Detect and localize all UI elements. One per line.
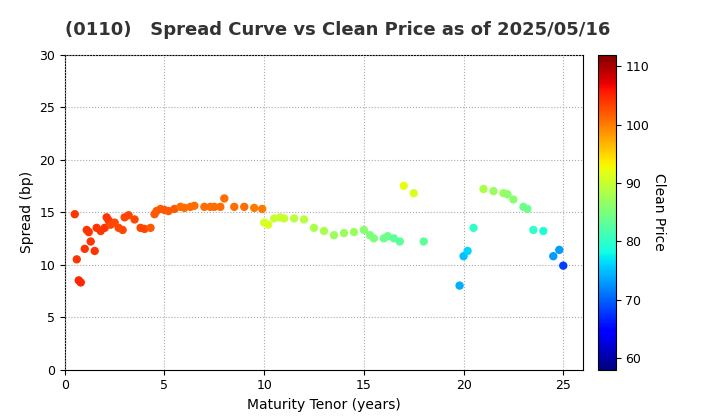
Point — [123, 212, 135, 218]
Point — [498, 190, 509, 197]
Point — [518, 203, 529, 210]
Point — [119, 214, 130, 221]
Point — [338, 230, 350, 236]
Point — [298, 216, 310, 223]
Point — [364, 232, 376, 239]
Point — [382, 233, 394, 239]
Point — [348, 228, 360, 235]
Point — [418, 238, 429, 245]
Point — [145, 224, 156, 231]
Point — [95, 228, 107, 234]
Point — [288, 215, 300, 222]
Point — [262, 221, 274, 228]
Point — [155, 205, 166, 212]
Point — [85, 238, 96, 245]
Point — [547, 253, 559, 260]
Point — [101, 214, 112, 221]
Point — [454, 282, 465, 289]
Point — [269, 215, 280, 222]
Point — [69, 211, 81, 218]
Point — [521, 205, 533, 212]
Point — [238, 203, 250, 210]
Point — [258, 219, 270, 226]
Y-axis label: Spread (bp): Spread (bp) — [19, 171, 34, 253]
Point — [228, 203, 240, 210]
Point — [215, 203, 226, 210]
Point — [462, 247, 473, 254]
Point — [73, 277, 84, 284]
Point — [199, 203, 210, 210]
Point — [279, 215, 290, 222]
Point — [75, 279, 86, 286]
Point — [204, 203, 216, 210]
Point — [538, 228, 549, 234]
Point — [219, 195, 230, 202]
Point — [158, 207, 170, 213]
Point — [502, 191, 513, 197]
Point — [105, 221, 117, 228]
Point — [388, 235, 400, 242]
Point — [163, 208, 174, 214]
Point — [274, 214, 286, 221]
Point — [209, 203, 220, 210]
Point — [113, 224, 125, 231]
Point — [308, 224, 320, 231]
Point — [554, 247, 565, 253]
Point — [398, 182, 410, 189]
Point — [109, 219, 120, 226]
Point — [83, 228, 94, 235]
Point — [103, 217, 114, 224]
Point — [168, 205, 180, 212]
Point — [256, 205, 268, 212]
Y-axis label: Clean Price: Clean Price — [652, 173, 666, 251]
Point — [458, 253, 469, 260]
Point — [487, 188, 499, 194]
Point — [71, 256, 83, 263]
Point — [184, 203, 196, 210]
Point — [478, 186, 490, 192]
Point — [368, 235, 379, 242]
Point — [394, 238, 405, 245]
Point — [318, 228, 330, 234]
Point — [91, 224, 102, 231]
Point — [179, 205, 190, 211]
Point — [408, 190, 420, 197]
Point — [149, 211, 161, 218]
Point — [328, 232, 340, 239]
Point — [139, 226, 150, 232]
Point — [89, 247, 101, 254]
Point — [81, 226, 92, 233]
Point — [189, 202, 200, 209]
X-axis label: Maturity Tenor (years): Maturity Tenor (years) — [247, 398, 401, 412]
Point — [528, 226, 539, 233]
Point — [175, 203, 186, 210]
Point — [150, 208, 162, 214]
Point — [117, 226, 128, 233]
Point — [129, 216, 140, 223]
Point — [248, 205, 260, 211]
Point — [557, 262, 569, 269]
Point — [99, 224, 110, 231]
Point — [508, 196, 519, 203]
Point — [378, 235, 390, 242]
Point — [135, 224, 146, 231]
Point — [358, 226, 369, 233]
Point — [79, 245, 91, 252]
Text: (0110)   Spread Curve vs Clean Price as of 2025/05/16: (0110) Spread Curve vs Clean Price as of… — [65, 21, 610, 39]
Point — [468, 224, 480, 231]
